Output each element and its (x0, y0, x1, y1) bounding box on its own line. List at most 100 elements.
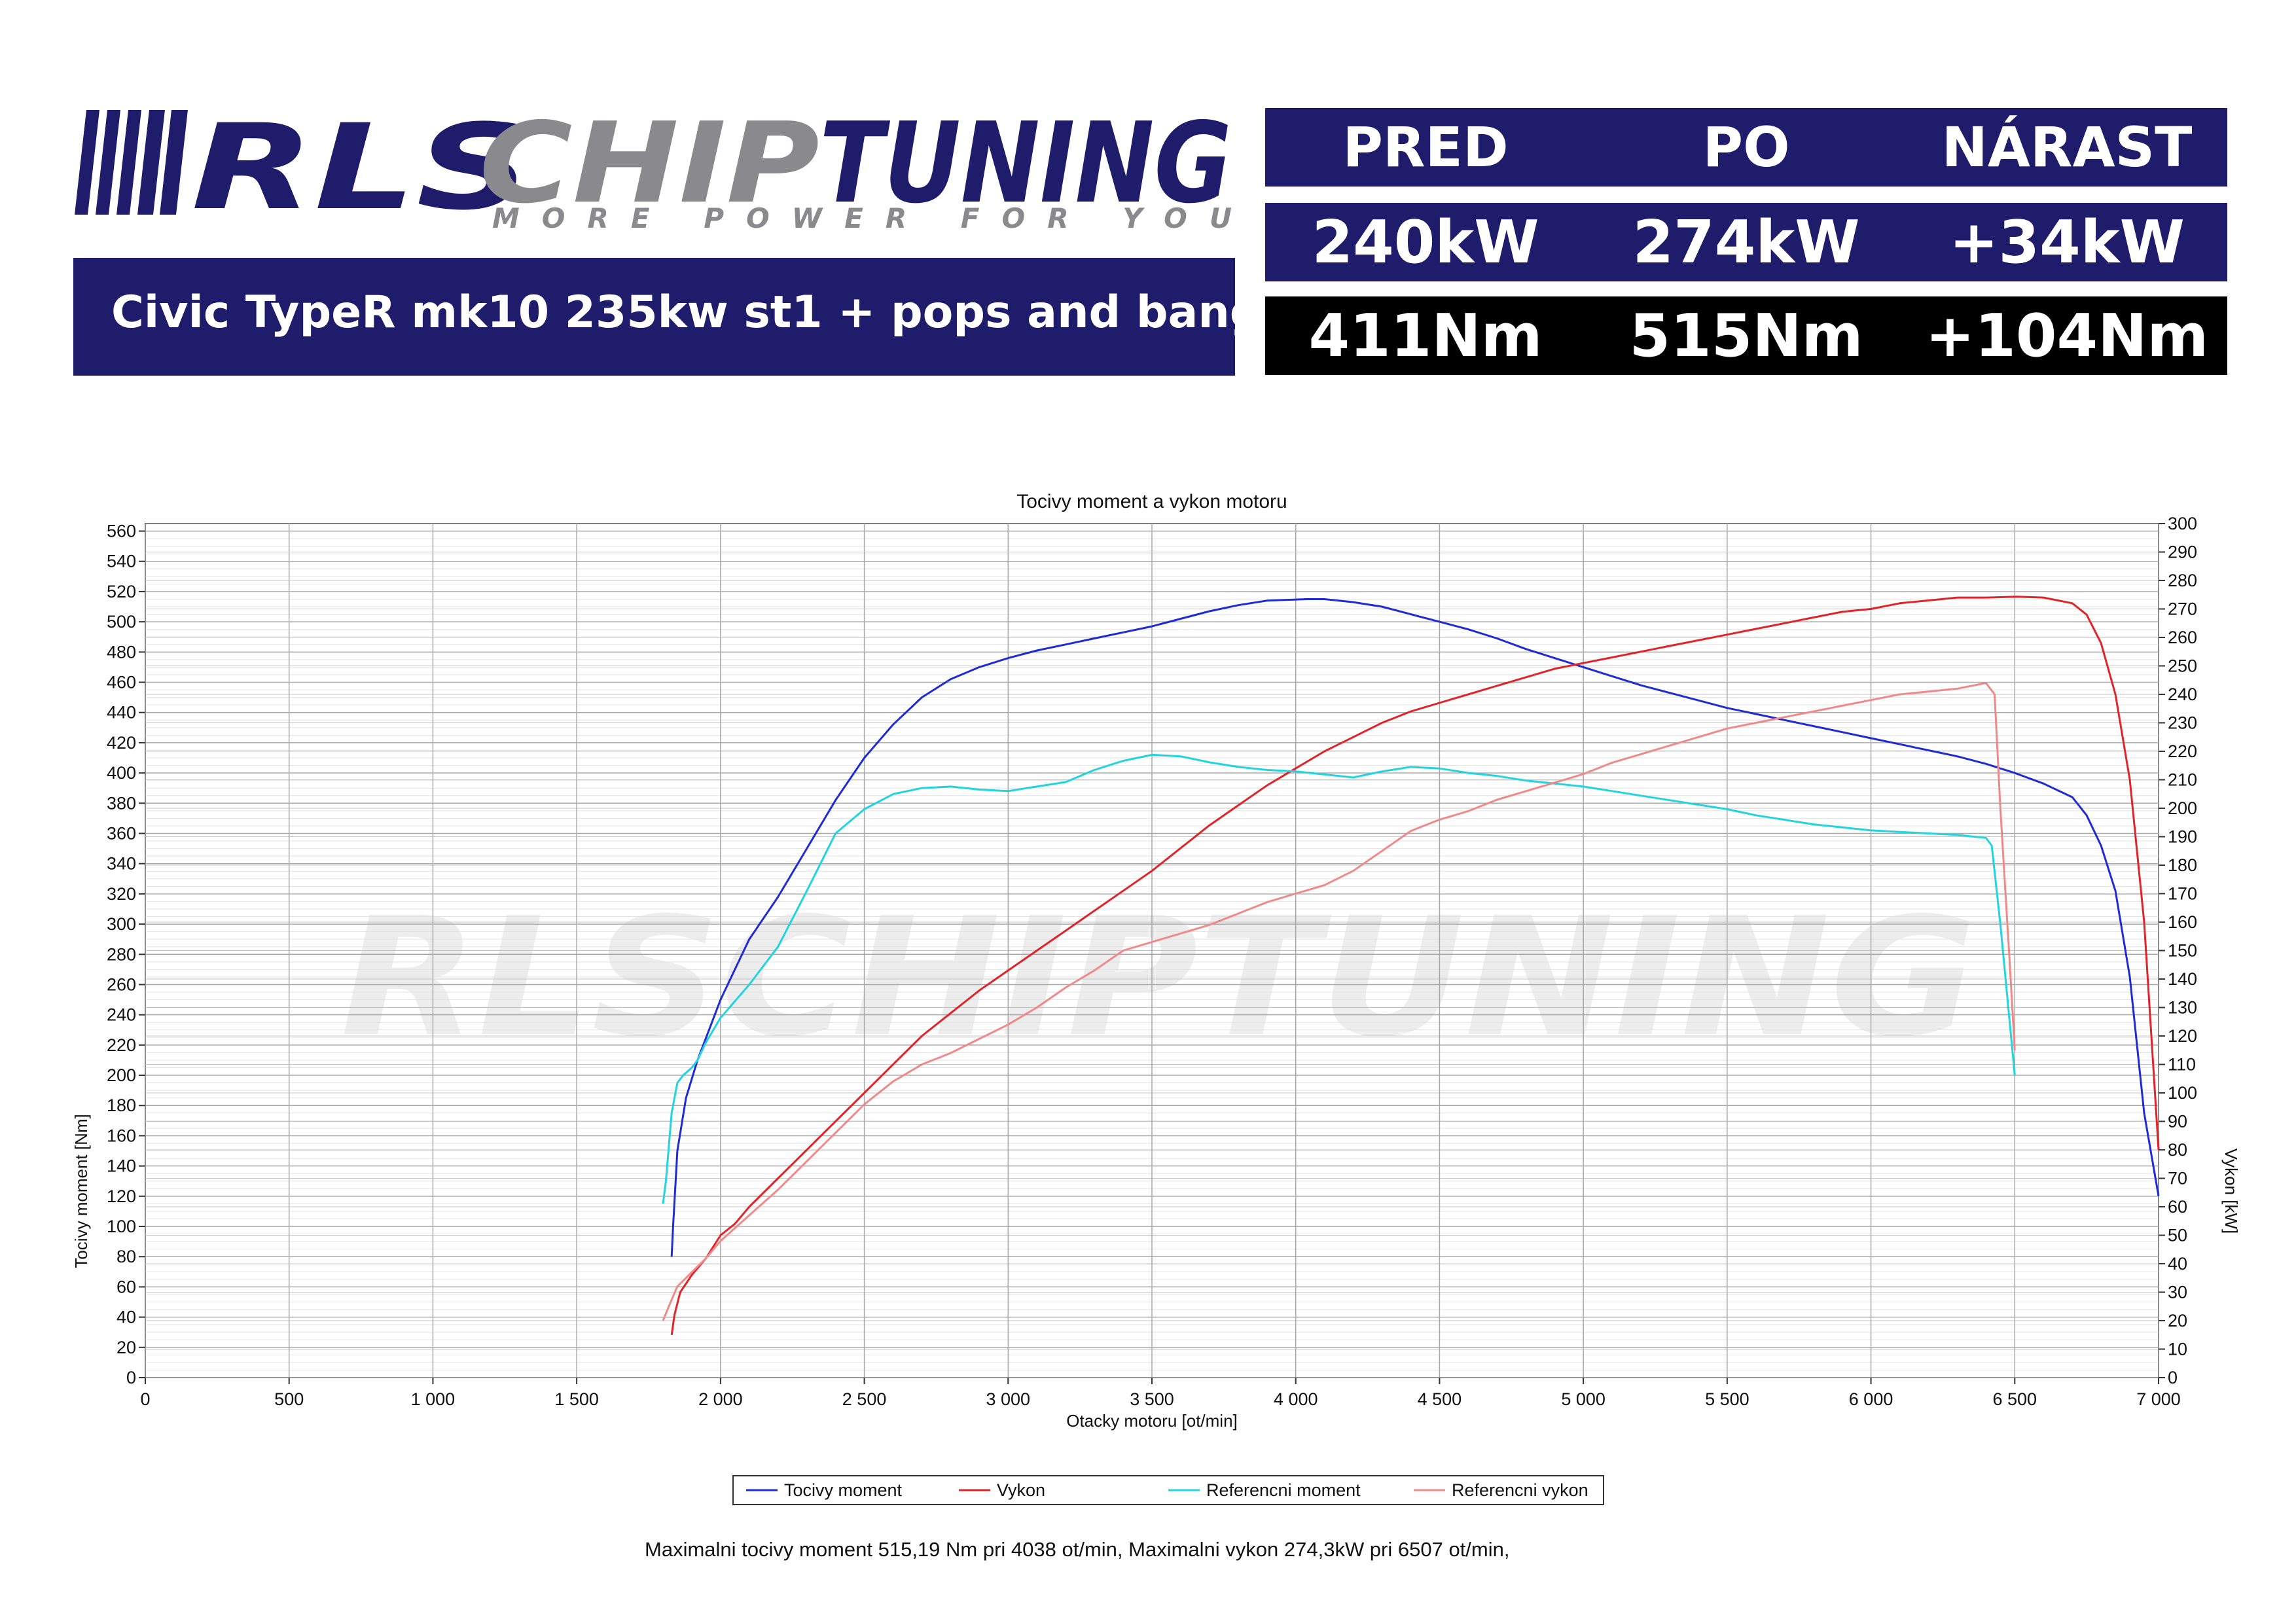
y-right-tick-label: 90 (2168, 1112, 2187, 1132)
y-right-tick-label: 80 (2168, 1140, 2187, 1160)
y-right-tick-label: 270 (2168, 599, 2197, 619)
x-tick-label: 5 500 (1705, 1389, 1749, 1409)
stats-header-row: PRED PO NÁRAST (1265, 108, 2227, 187)
logo-chip-text: CHIP (479, 110, 819, 228)
y-right-tick-label: 220 (2168, 741, 2197, 761)
y-left-tick-label: 100 (107, 1217, 136, 1236)
y-right-tick-label: 240 (2168, 685, 2197, 704)
power-curve (670, 596, 2160, 1336)
chart-legend: Tocivy moment Vykon Referencni moment Refer… (732, 1475, 1604, 1505)
x-tick-label: 2 000 (698, 1389, 743, 1409)
y-left-tick-label: 200 (107, 1065, 136, 1085)
y-left-tick-label: 520 (107, 582, 136, 601)
legend-label: Referencni vykon (1452, 1480, 1588, 1500)
chart-axes: 0 500 1 000 1 500 2 000 2 500 3 000 3 500 4 000 4… (107, 514, 2197, 1409)
chart-watermark: RLSCHIPTUNING (340, 882, 1977, 1073)
y-right-tick-label: 110 (2168, 1055, 2196, 1075)
y-left-tick-label: 140 (107, 1156, 136, 1176)
x-tick-label: 3 500 (1130, 1389, 1174, 1409)
y-right-tick-label: 280 (2168, 571, 2197, 590)
x-axis-label: Otacky motoru [ot/min] (1066, 1411, 1238, 1431)
chart-title: Tocivy moment a vykon motoru (1016, 491, 1287, 512)
y-left-tick-label: 120 (107, 1186, 136, 1206)
y-right-tick-label: 250 (2168, 656, 2197, 676)
model-banner: Civic TypeR mk10 235kw st1 + pops and ba… (73, 258, 1288, 376)
y-left-tick-label: 20 (117, 1338, 136, 1357)
x-tick-label: 1 000 (411, 1389, 456, 1409)
logo-rls-text: RLS (191, 110, 531, 231)
power-before: 240kW (1312, 207, 1539, 277)
footer-summary: Maximalni tocivy moment 515,19 Nm pri 40… (645, 1538, 1510, 1561)
x-tick-label: 2 500 (842, 1389, 887, 1409)
y-axis-right-label: Vykon [kW] (2221, 1149, 2241, 1234)
y-right-tick-label: 300 (2168, 514, 2197, 533)
y-left-tick-label: 480 (107, 642, 136, 662)
torque-after: 515Nm (1629, 301, 1863, 370)
x-tick-label: 4 500 (1418, 1389, 1462, 1409)
y-right-tick-label: 260 (2168, 628, 2197, 647)
y-left-tick-label: 380 (107, 793, 136, 813)
stats-torque-row: 411Nm 515Nm +104Nm (1265, 296, 2227, 375)
legend-label: Tocivy moment (784, 1480, 903, 1500)
y-right-tick-label: 40 (2168, 1254, 2187, 1274)
y-left-tick-label: 260 (107, 974, 136, 994)
y-right-tick-label: 120 (2168, 1026, 2197, 1046)
torque-curve (670, 598, 2160, 1257)
y-left-tick-label: 240 (107, 1005, 136, 1025)
y-left-tick-label: 420 (107, 733, 136, 753)
chart-grid (145, 523, 2159, 1378)
y-right-tick-label: 180 (2168, 855, 2197, 875)
y-left-tick-label: 280 (107, 944, 136, 964)
y-right-tick-label: 10 (2168, 1340, 2187, 1359)
dyno-chart: RLSCHIPTUNING 0 500 1 000 1 500 2 000 2 500 3 … (71, 491, 2241, 1505)
y-right-tick-label: 70 (2168, 1169, 2187, 1188)
y-left-tick-label: 560 (107, 522, 136, 541)
y-left-tick-label: 540 (107, 552, 136, 571)
torque-before: 411Nm (1308, 301, 1543, 370)
x-tick-label: 1 500 (554, 1389, 599, 1409)
y-left-tick-label: 60 (117, 1277, 136, 1296)
x-tick-label: 6 000 (1849, 1389, 1893, 1409)
y-left-tick-label: 0 (126, 1368, 136, 1387)
y-right-tick-label: 200 (2168, 798, 2197, 818)
y-right-tick-label: 140 (2168, 969, 2197, 989)
y-right-tick-label: 150 (2168, 941, 2197, 961)
reference-power-curve (662, 682, 2016, 1321)
stats-header-after: PO (1702, 115, 1790, 179)
watermark-text: RLSCHIPTUNING (340, 882, 1977, 1073)
x-tick-label: 500 (274, 1389, 304, 1409)
y-left-tick-label: 460 (107, 673, 136, 692)
stats-power-row: 240kW 274kW +34kW (1265, 203, 2227, 281)
legend-label: Referencni moment (1206, 1480, 1361, 1500)
torque-gain: +104Nm (1925, 301, 2209, 370)
y-axis-left-label: Tocivy moment [Nm] (71, 1114, 91, 1268)
power-after: 274kW (1632, 207, 1860, 277)
y-left-tick-label: 340 (107, 854, 136, 874)
y-right-tick-label: 130 (2168, 998, 2197, 1018)
y-left-tick-label: 80 (117, 1247, 136, 1266)
logo-tuning-text: TUNING (819, 110, 1232, 228)
y-right-tick-label: 160 (2168, 912, 2197, 932)
chart-curves (662, 596, 2160, 1336)
y-left-tick-label: 40 (117, 1308, 136, 1327)
y-right-tick-label: 290 (2168, 543, 2197, 562)
y-right-tick-label: 210 (2168, 770, 2197, 790)
y-left-tick-label: 160 (107, 1126, 136, 1145)
y-left-tick-label: 440 (107, 703, 136, 722)
rls-chiptuning-logo: RLS CHIP TUNING MORE POWER FOR YOU (75, 110, 1232, 231)
power-gain: +34kW (1949, 207, 2185, 277)
y-right-tick-label: 170 (2168, 884, 2197, 904)
stats-header-before: PRED (1342, 115, 1509, 179)
legend-label: Vykon (997, 1480, 1045, 1500)
x-tick-label: 6 500 (1992, 1389, 2037, 1409)
y-right-tick-label: 100 (2168, 1083, 2197, 1103)
stats-header-gain: NÁRAST (1941, 115, 2193, 179)
x-tick-label: 5 000 (1561, 1389, 1605, 1409)
y-right-tick-label: 30 (2168, 1283, 2187, 1302)
x-tick-label: 3 000 (986, 1389, 1030, 1409)
y-right-tick-label: 230 (2168, 713, 2197, 733)
y-left-tick-label: 400 (107, 763, 136, 783)
y-right-tick-label: 190 (2168, 827, 2197, 847)
model-title: Civic TypeR mk10 235kw st1 + pops and ba… (111, 287, 1288, 338)
y-left-tick-label: 300 (107, 914, 136, 934)
